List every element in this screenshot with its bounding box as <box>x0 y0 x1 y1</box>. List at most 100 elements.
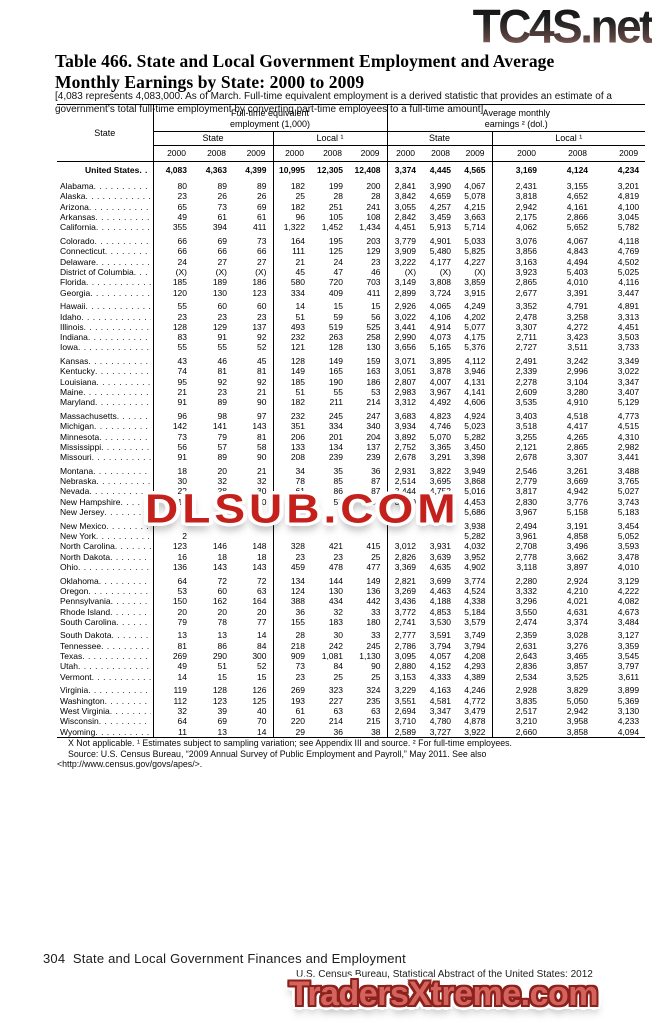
value-cell: 46 <box>217 356 227 367</box>
value-cell: 56 <box>349 311 388 322</box>
state-label: Massachusetts <box>57 407 154 422</box>
value-cell: 208 <box>290 452 305 463</box>
value-cell: 3,149 <box>394 277 417 288</box>
value-cell: 2,807 <box>394 376 417 387</box>
value-cell: 92 <box>233 376 274 387</box>
table-row: Vermont 14 15 15 23 25 25 3,153 4,333 4,389 2,534 3… <box>57 671 645 682</box>
value-cell: 69 <box>233 201 274 213</box>
value-cell: 30 <box>233 486 274 497</box>
value-cell: 703 <box>349 277 388 288</box>
value-cell: 3,990 <box>429 181 452 192</box>
value-cell: 3,436 <box>394 596 417 607</box>
table-row: Arkansas 49 61 61 96 105 108 2,842 3,459 3,663 2,1… <box>57 212 645 223</box>
state-label: North Dakota <box>57 551 154 562</box>
value-cell: 300 <box>233 651 274 662</box>
value-cell: 3,779 <box>394 236 417 247</box>
value-cell: 38 <box>349 726 388 738</box>
value-cell: 5,033 <box>457 232 493 247</box>
value-cell: 5,078 <box>457 191 493 202</box>
value-cell: 49 <box>177 212 187 223</box>
value-cell: 4,118 <box>618 236 640 247</box>
state-label: Washington <box>57 695 154 706</box>
value-cell: 5,077 <box>457 321 493 333</box>
value-cell: 324 <box>349 681 388 696</box>
value-cell: 3,051 <box>394 366 417 377</box>
value-cell: 1 <box>182 507 187 518</box>
value-cell: 13 <box>217 630 227 641</box>
value-cell: 3,307 <box>566 452 589 463</box>
value-cell: 493 <box>290 321 305 332</box>
value-cell: 5,282 <box>457 531 493 542</box>
value-cell: 129 <box>212 321 227 332</box>
value-cell: 3,407 <box>617 387 640 397</box>
census-credit-line: U.S. Census Bureau, Statistical Abstract… <box>296 969 593 980</box>
value-cell: 4,399 <box>233 161 274 178</box>
state-label: Oregon <box>57 585 154 597</box>
value-cell: 3,022 <box>617 366 640 377</box>
table-row: Mississippi 56 57 58 133 134 137 2,752 3,365 3,45… <box>57 441 645 453</box>
value-cell: 4,106 <box>429 311 452 322</box>
watermark-tradersxtreme: TradersXtreme.com <box>289 975 599 1013</box>
value-cell: 4,310 <box>617 431 640 442</box>
value-cell: 4,942 <box>566 486 589 497</box>
watermark-tc4s: TC4S.net <box>472 0 652 53</box>
value-cell: 5,282 <box>457 431 493 442</box>
value-cell: 3,258 <box>566 311 589 322</box>
value-cell: 142 <box>172 421 187 432</box>
table-row: Arizona 65 73 69 182 251 241 3,055 4,257 4,215 2,9… <box>57 201 645 213</box>
value-cell: 4,210 <box>566 585 589 596</box>
value-cell: 66 <box>233 246 274 257</box>
value-cell: 186 <box>349 376 388 387</box>
value-cell: 232 <box>290 410 305 421</box>
table-row: North Dakota 16 18 18 23 23 25 2,826 3,639 3,952 2… <box>57 551 645 562</box>
value-cell: 3,710 <box>394 716 417 727</box>
value-cell: 459 <box>290 561 305 572</box>
value-cell: 3,276 <box>566 640 589 651</box>
value-cell: 193 <box>290 695 305 706</box>
table-row: Tennessee 81 86 84 218 242 245 2,786 3,794 3,794 2… <box>57 640 645 652</box>
value-cell: 150 <box>172 596 187 607</box>
value-cell: 2,983 <box>394 387 417 397</box>
value-cell: 86 <box>217 640 227 651</box>
value-cell: 290 <box>212 651 227 662</box>
value-cell: 4,389 <box>457 671 493 682</box>
value-cell: 3,695 <box>429 476 452 487</box>
value-cell: 10,995 <box>279 165 305 175</box>
value-cell: 204 <box>349 431 388 442</box>
value-cell: 323 <box>328 685 343 696</box>
value-cell: 183 <box>328 616 343 627</box>
value-cell: 5,027 <box>617 486 640 497</box>
value-cell: 3,365 <box>429 441 452 452</box>
value-cell: 235 <box>349 695 388 706</box>
value-cell: 3,817 <box>515 486 538 497</box>
value-cell: 2,121 <box>515 441 538 452</box>
value-cell: 5,913 <box>429 222 452 233</box>
value-cell: 4,152 <box>429 661 452 672</box>
value-cell: 91 <box>217 332 227 343</box>
value-cell: 3,403 <box>515 410 538 421</box>
value-cell: 227 <box>328 695 343 706</box>
value-cell: 30 <box>177 476 187 487</box>
value-cell: 49 <box>177 661 187 672</box>
state-label: Hawaii <box>57 297 154 312</box>
year-header: 2008 <box>193 145 233 162</box>
value-cell: 72 <box>233 572 274 586</box>
value-cell: 3,055 <box>394 201 417 212</box>
value-cell: 388 <box>290 596 305 607</box>
value-cell: 92 <box>233 332 274 343</box>
value-cell <box>233 517 274 532</box>
value-cell: 25 <box>333 671 343 682</box>
state-label: Nevada <box>57 486 154 497</box>
value-cell: 2,741 <box>394 616 417 627</box>
value-cell: 4,082 <box>617 596 640 607</box>
value-cell: 2,926 <box>394 301 417 312</box>
value-cell: 81 <box>217 366 227 377</box>
value-cell: 66 <box>217 246 227 257</box>
value-cell: 60 <box>233 297 274 312</box>
table-row: District of Columbia (X) (X) (X) 45 47 46 (X) (X… <box>57 266 645 278</box>
value-cell: 2,826 <box>394 551 417 562</box>
value-cell: 79 <box>217 431 227 442</box>
value-cell: 23 <box>177 191 187 202</box>
value-cell: 4,338 <box>457 596 493 607</box>
value-cell: 5,023 <box>457 421 493 432</box>
